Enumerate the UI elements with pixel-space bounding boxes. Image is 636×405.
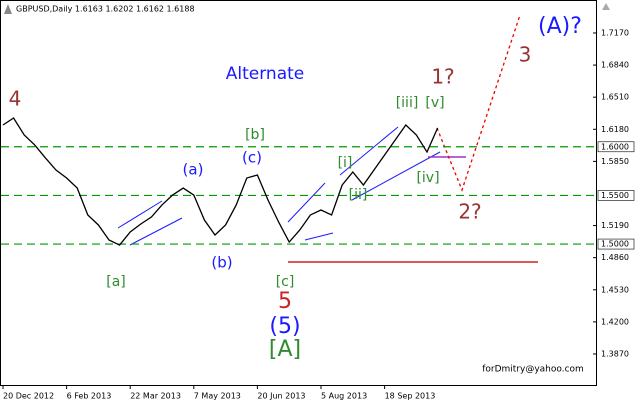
wave-label: [a]: [106, 274, 126, 290]
level-label: 1.5000: [601, 240, 629, 249]
wave-label: (5): [269, 314, 300, 339]
chart-title: GBPUSD,Daily 1.6163 1.6202 1.6162 1.6188: [16, 5, 195, 14]
plot-frame: [0, 0, 597, 386]
arrow-icon: [4, 4, 12, 14]
level-label: 1.6000: [601, 142, 629, 151]
wave-label: 3: [519, 43, 532, 67]
x-tick-label: 7 May 2013: [194, 392, 241, 401]
price-line: [2, 117, 439, 246]
wave-label: 1?: [431, 65, 454, 89]
y-tick-label: 1.6510: [601, 93, 629, 102]
level-box: [597, 190, 635, 201]
wave-label: 2?: [458, 200, 481, 224]
wave-label: (A)?: [538, 14, 582, 39]
y-tick-label: 1.5190: [601, 221, 629, 230]
wave-label: 5: [278, 289, 292, 314]
wave-label: [i]: [338, 155, 353, 171]
wave-label: [c]: [276, 274, 295, 290]
level-box: [597, 141, 635, 153]
x-tick-label: 6 Feb 2013: [67, 392, 112, 401]
wave-label: [b]: [245, 127, 265, 143]
x-tick-label: 5 Aug 2013: [321, 392, 367, 401]
y-tick-label: 1.3870: [601, 349, 629, 358]
x-tick-label: 20 Dec 2012: [3, 392, 54, 401]
wave-label: [iv]: [416, 170, 439, 186]
y-tick-label: 1.5850: [601, 157, 629, 166]
wave-label: [v]: [425, 95, 444, 111]
x-tick-label: 20 Jun 2013: [257, 392, 305, 401]
y-tick-label: 1.4860: [601, 253, 629, 262]
x-tick-label: 22 Mar 2013: [130, 392, 181, 401]
level-label: 1.5500: [601, 191, 629, 200]
scroll-icon: [602, 3, 610, 10]
wave-label: (b): [211, 254, 232, 272]
wave-label: (c): [242, 149, 262, 167]
y-tick-label: 1.4530: [601, 285, 629, 294]
y-tick-label: 1.6840: [601, 61, 629, 70]
y-tick-label: 1.6180: [601, 125, 629, 134]
wave-label: (a): [183, 161, 204, 179]
wave-label: forDmitry@yahoo.com: [482, 365, 584, 375]
channels: [117, 126, 441, 246]
x-tick-label: 18 Sep 2013: [385, 392, 436, 401]
wave-label: [iii]: [396, 95, 419, 111]
projection: [436, 14, 521, 192]
level-box: [597, 238, 635, 250]
y-tick-label: 1.7170: [601, 28, 629, 37]
y-tick-label: 1.4200: [601, 317, 629, 326]
wave-label: [ii]: [349, 187, 368, 203]
wave-label: [A]: [269, 337, 301, 362]
wave-label: 4: [9, 87, 22, 111]
wave-label: Alternate: [226, 64, 304, 84]
